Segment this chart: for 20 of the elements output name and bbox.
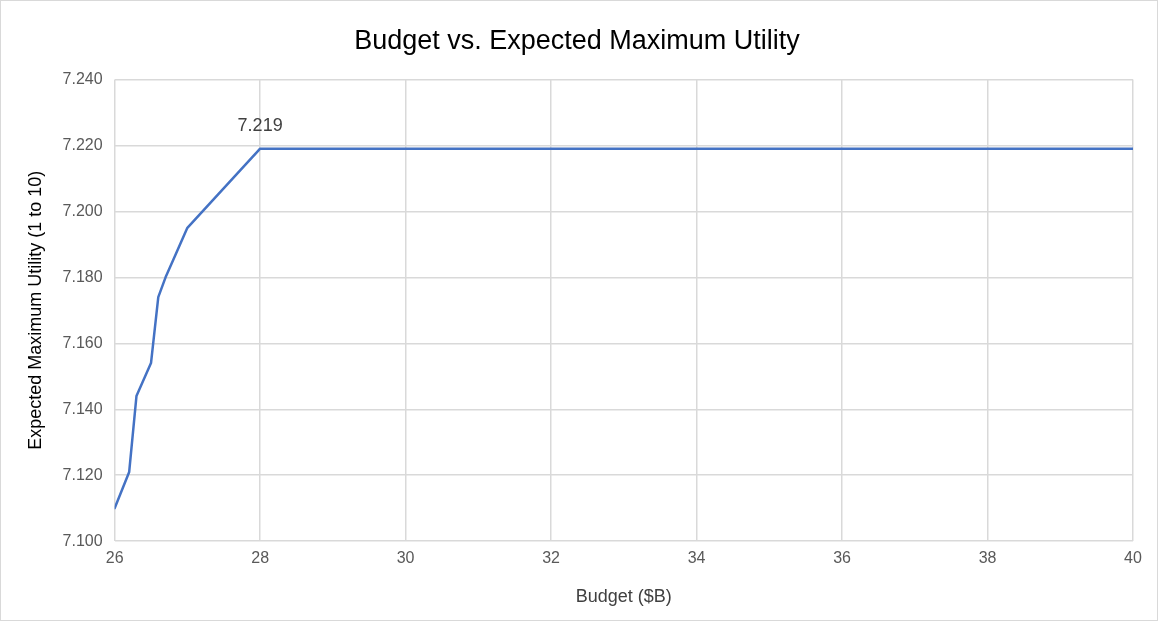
x-tick-label: 36 [833, 549, 852, 567]
y-tick-label: 7.140 [62, 399, 103, 417]
y-tick-label: 7.200 [62, 201, 103, 219]
x-tick-label: 34 [687, 549, 706, 567]
y-tick-label: 7.160 [62, 333, 103, 351]
x-tick-label: 28 [251, 549, 270, 567]
x-axis-title: Budget ($B) [575, 586, 672, 607]
x-tick-label: 40 [1124, 549, 1142, 567]
y-tick-label: 7.100 [62, 531, 103, 549]
y-tick-label: 7.220 [62, 135, 103, 153]
x-tick-label: 26 [105, 549, 124, 567]
annotation: 7.219 [237, 114, 283, 135]
y-tick-label: 7.180 [62, 267, 103, 285]
x-tick-label: 32 [542, 549, 561, 567]
y-tick-label: 7.120 [62, 465, 103, 483]
x-tick-label: 38 [978, 549, 997, 567]
y-axis-title: Expected Maximum Utility (1 to 10) [24, 170, 45, 450]
x-tick-label: 30 [396, 549, 415, 567]
chart-title: Budget vs. Expected Maximum Utility [354, 24, 801, 55]
y-tick-label: 7.240 [62, 69, 103, 87]
